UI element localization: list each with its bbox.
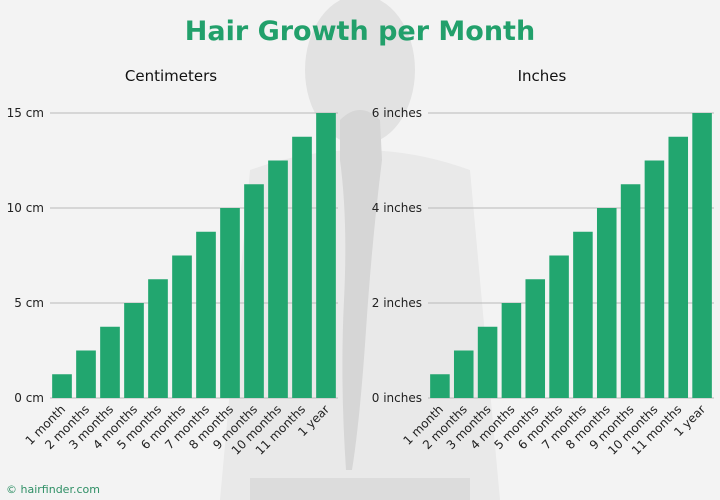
bar-12 <box>316 113 336 398</box>
bar-2 <box>453 350 474 398</box>
chart-title-1: Inches <box>518 67 567 85</box>
y-tick-label: 0 cm <box>14 391 44 405</box>
y-tick-label: 5 cm <box>14 296 44 310</box>
chart-title-0: Centimeters <box>125 67 217 85</box>
page-title: Hair Growth per Month <box>184 16 536 47</box>
bar-5 <box>525 279 546 398</box>
y-tick-label: 0 inches <box>372 391 422 405</box>
bar-8 <box>220 208 240 398</box>
bar-6 <box>172 255 192 398</box>
credit-text: © hairfinder.com <box>6 483 100 496</box>
bar-8 <box>596 208 617 398</box>
bar-2 <box>76 350 96 398</box>
y-tick-label: 2 inches <box>372 296 422 310</box>
bar-5 <box>148 279 168 398</box>
bar-1 <box>430 374 450 398</box>
bar-10 <box>268 160 288 398</box>
bar-11 <box>668 136 689 398</box>
bar-1 <box>52 374 72 398</box>
bar-12 <box>692 113 712 398</box>
bar-7 <box>196 231 216 398</box>
bar-3 <box>477 326 498 398</box>
bar-10 <box>644 160 665 398</box>
bar-6 <box>549 255 569 398</box>
bar-4 <box>124 303 144 398</box>
y-tick-label: 4 inches <box>372 201 422 215</box>
bar-7 <box>573 231 593 398</box>
y-tick-label: 15 cm <box>7 106 44 120</box>
bar-3 <box>100 326 120 398</box>
bar-4 <box>501 303 522 398</box>
y-tick-label: 6 inches <box>372 106 422 120</box>
y-tick-label: 10 cm <box>7 201 44 215</box>
bar-9 <box>620 184 641 398</box>
bar-11 <box>292 136 312 398</box>
bar-9 <box>244 184 264 398</box>
